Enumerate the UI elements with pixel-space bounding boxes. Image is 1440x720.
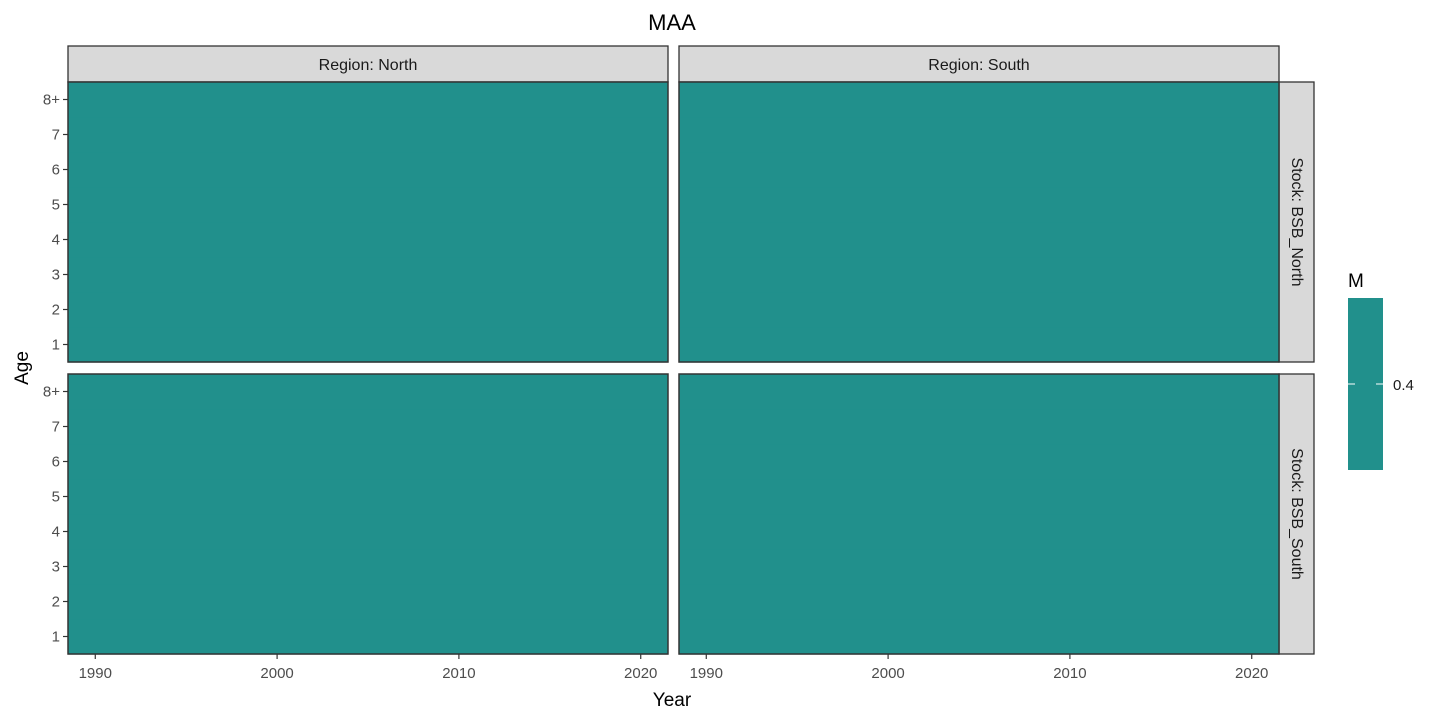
y-tick-label: 8+ <box>43 92 60 109</box>
x-tick-label: 2020 <box>624 665 657 682</box>
x-tick-label: 2000 <box>871 665 904 682</box>
x-tick-label: 2010 <box>1053 665 1086 682</box>
heatmap-cell <box>68 549 668 585</box>
heatmap-cell <box>68 479 668 515</box>
heatmap-cell <box>679 152 1279 188</box>
heatmap-cell <box>679 374 1279 410</box>
heatmap-cell <box>68 117 668 153</box>
heatmap-cell <box>68 82 668 118</box>
panel-r1-c2 <box>678 81 1280 363</box>
heatmap-cell <box>679 514 1279 550</box>
legend-tick-label: 0.4 <box>1393 377 1414 394</box>
heatmap-cell <box>679 292 1279 328</box>
panel-border <box>67 373 669 655</box>
y-tick-label: 5 <box>52 197 60 214</box>
heatmap-cell <box>68 619 668 655</box>
heatmap-cell <box>679 327 1279 363</box>
heatmap-cell <box>679 584 1279 620</box>
x-tick-label: 2020 <box>1235 665 1268 682</box>
x-tick-label: 2010 <box>442 665 475 682</box>
heatmap-cell <box>68 409 668 445</box>
y-tick-label: 6 <box>52 162 60 179</box>
y-tick-label: 1 <box>52 629 60 646</box>
x-tick-label: 2000 <box>260 665 293 682</box>
heatmap-cell <box>679 619 1279 655</box>
y-tick-label: 4 <box>52 232 60 249</box>
panel-border <box>678 81 1280 363</box>
facet-strip-row-label: Stock: BSB_North <box>1288 158 1305 287</box>
heatmap-cell <box>679 82 1279 118</box>
heatmap-cell <box>679 117 1279 153</box>
heatmap-cell <box>68 257 668 293</box>
heatmap-cell <box>68 152 668 188</box>
y-tick-label: 2 <box>52 302 60 319</box>
facet-strip-col-2 <box>678 45 1280 83</box>
y-tick-label: 7 <box>52 419 60 436</box>
facet-strip-col-1 <box>67 45 669 83</box>
facet-strip-row-label: Stock: BSB_South <box>1288 448 1305 580</box>
y-tick-label: 2 <box>52 594 60 611</box>
panel-border <box>67 81 669 363</box>
heatmap-cell <box>679 187 1279 223</box>
heatmap-cell <box>679 549 1279 585</box>
facet-strip-col-label: Region: South <box>928 57 1029 74</box>
legend-layer: 0.4 <box>1348 298 1414 470</box>
heatmap-cell <box>68 187 668 223</box>
y-tick-label: 1 <box>52 337 60 354</box>
legend-title: M <box>1348 271 1364 292</box>
x-tick-label: 1990 <box>690 665 723 682</box>
x-axis-label: Year <box>653 690 692 711</box>
y-tick-label: 8+ <box>43 384 60 401</box>
y-tick-label: 5 <box>52 489 60 506</box>
heatmap-cell <box>68 222 668 258</box>
heatmap-cell <box>679 222 1279 258</box>
y-tick-label: 3 <box>52 559 60 576</box>
y-tick-label: 6 <box>52 454 60 471</box>
facet-strip-col-label: Region: North <box>319 57 418 74</box>
panel-border <box>678 373 1280 655</box>
heatmap-cell <box>68 514 668 550</box>
heatmap-cell <box>68 327 668 363</box>
heatmap-cell <box>68 292 668 328</box>
heatmap-cell <box>679 479 1279 515</box>
heatmap-cell <box>68 374 668 410</box>
heatmap-cell <box>679 257 1279 293</box>
facet-strip-row-2 <box>1278 373 1315 655</box>
y-tick-label: 4 <box>52 524 60 541</box>
panel-r2-c1: 1 2 3 4 5 6 7 8+ 1990 2000 2010 2020 <box>43 373 669 682</box>
chart-title: MAA <box>648 10 696 35</box>
heatmap-cell <box>68 584 668 620</box>
heatmap-cell <box>679 444 1279 480</box>
heatmap-cell <box>68 444 668 480</box>
y-axis-label: Age <box>12 351 33 385</box>
heatmap-cell <box>679 409 1279 445</box>
y-tick-label: 3 <box>52 267 60 284</box>
facet-strip-row-1 <box>1278 81 1315 363</box>
y-tick-label: 7 <box>52 127 60 144</box>
x-tick-label: 1990 <box>79 665 112 682</box>
panels-layer: Region: North Region: South Stock: BSB_Nor… <box>43 45 1315 682</box>
panel-r2-c2: 1990 2000 2010 2020 <box>678 373 1280 682</box>
panel-r1-c1: 1 2 3 4 5 6 7 8+ <box>43 81 669 363</box>
